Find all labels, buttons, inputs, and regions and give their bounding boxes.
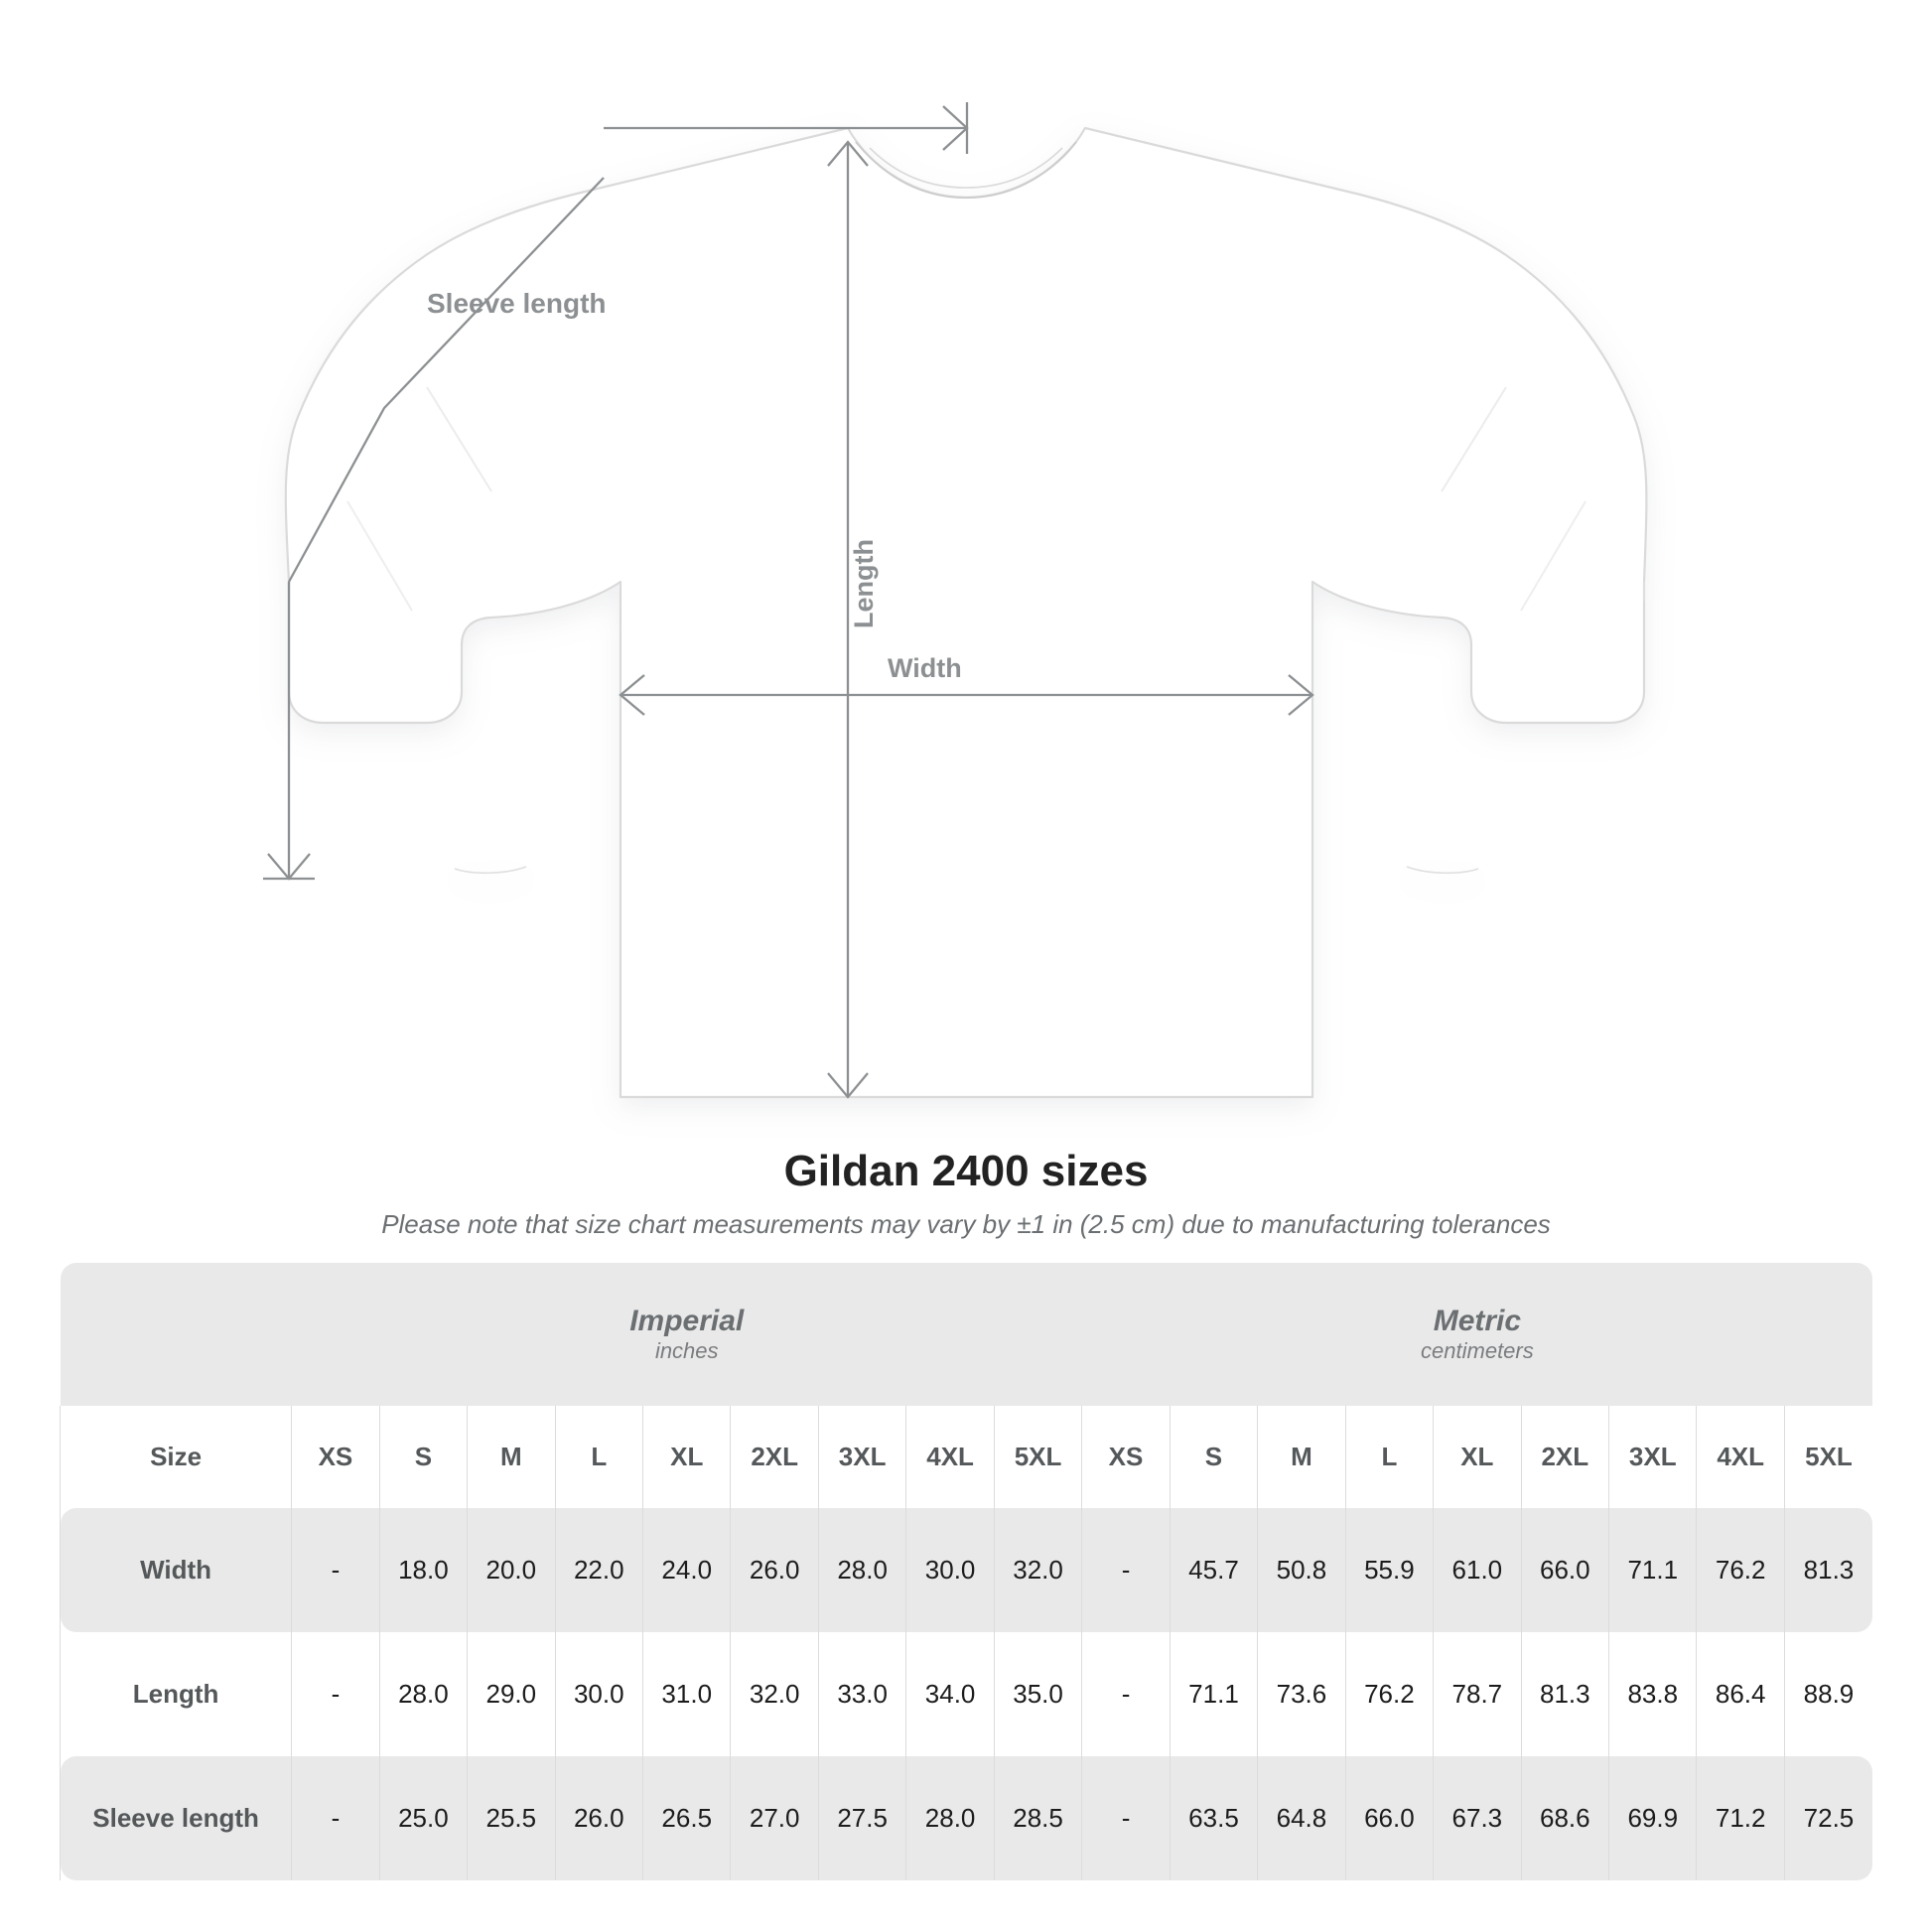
svg-text:Length: Length [849, 539, 879, 628]
svg-text:Width: Width [888, 653, 962, 683]
svg-text:Sleeve length: Sleeve length [427, 288, 607, 319]
